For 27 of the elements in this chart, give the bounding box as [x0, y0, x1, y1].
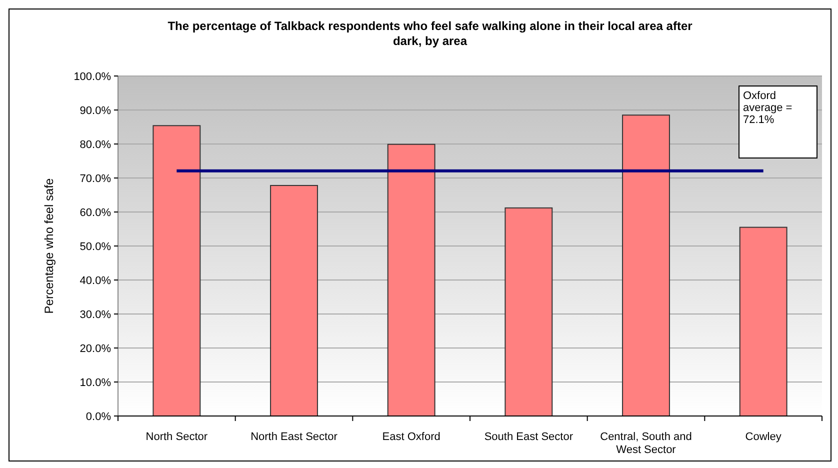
- bar: [622, 114, 670, 416]
- bar: [387, 144, 436, 416]
- y-tick-label: 50.0%: [80, 240, 112, 253]
- x-tick-label: South East Sector: [484, 431, 574, 443]
- y-axis-title: Percentage who feel safe: [42, 178, 56, 314]
- x-tick-label: East Oxford: [382, 431, 440, 443]
- annotation: Oxford average = 72.1%: [743, 90, 792, 126]
- y-tick-label: 90.0%: [80, 104, 112, 117]
- y-tick-label: 60.0%: [80, 206, 112, 219]
- y-tick-label: 30.0%: [80, 308, 112, 321]
- y-tick-label: 10.0%: [80, 376, 112, 389]
- bar: [504, 207, 553, 416]
- x-tick-label: Cowley: [745, 431, 782, 443]
- x-tick-label: Central, South and West Sector: [600, 431, 692, 456]
- bar: [270, 184, 318, 416]
- y-tick-label: 0.0%: [86, 410, 112, 423]
- x-tick-label: North Sector: [146, 431, 208, 443]
- x-tick-label: North East Sector: [250, 431, 338, 443]
- bar: [739, 226, 788, 416]
- y-tick-label: 100.0%: [74, 70, 112, 83]
- y-tick-label: 20.0%: [80, 342, 112, 355]
- text-box: Oxford average = 72.1%: [738, 86, 818, 158]
- y-tick-label: 40.0%: [80, 274, 112, 287]
- y-tick-label: 70.0%: [80, 172, 112, 185]
- y-tick-label: 80.0%: [80, 138, 112, 151]
- chart-title: The percentage of Talkback respondents who feel safe walking alone in their local area after dark, by area: [168, 19, 693, 48]
- bar: [152, 125, 201, 416]
